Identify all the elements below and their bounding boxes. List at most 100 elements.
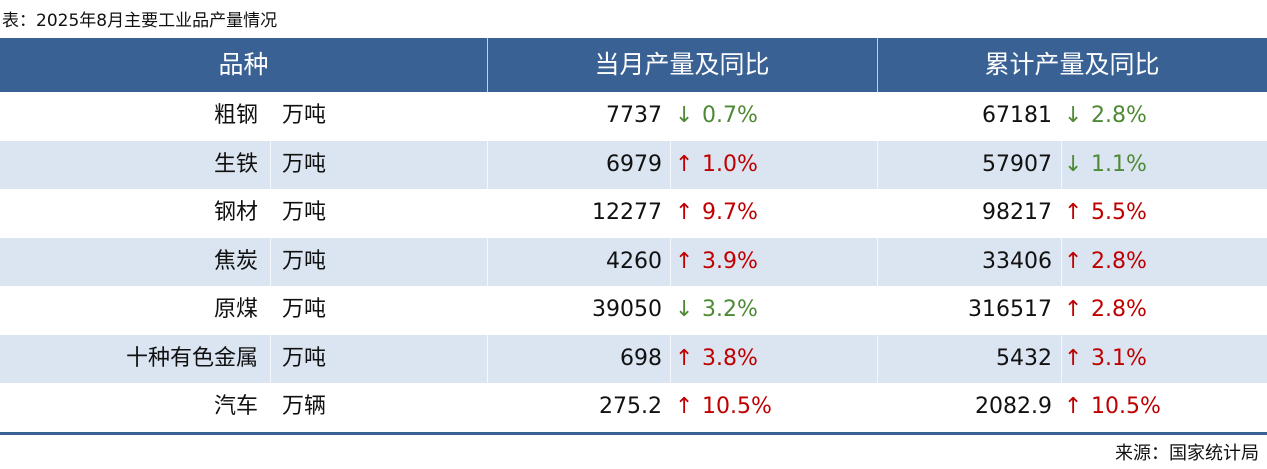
change: 10.5% xyxy=(702,394,772,419)
table-row: 粗钢 万吨 7737 ↓ 0.7% 67181 ↓ 2.8% xyxy=(0,92,1267,141)
unit: 万吨 xyxy=(282,151,327,177)
divider xyxy=(877,334,878,383)
divider xyxy=(877,140,878,189)
value: 275.2 xyxy=(599,394,662,419)
trend-arrow: ↑ xyxy=(1064,297,1083,322)
divider xyxy=(270,334,271,383)
unit: 万吨 xyxy=(282,248,327,274)
product-name: 十种有色金属 xyxy=(125,345,258,371)
divider xyxy=(877,38,878,92)
unit: 万吨 xyxy=(282,103,327,128)
divider xyxy=(1061,237,1062,286)
divider xyxy=(487,334,488,383)
trend-arrow: ↑ xyxy=(1064,345,1083,371)
divider xyxy=(487,286,488,335)
change: 3.9% xyxy=(702,248,758,274)
value: 5432 xyxy=(996,345,1052,371)
value: 6979 xyxy=(606,151,662,177)
divider xyxy=(877,286,878,335)
divider xyxy=(487,237,488,286)
divider xyxy=(270,140,271,189)
value: 2082.9 xyxy=(975,394,1052,419)
bottom-rule xyxy=(0,432,1267,435)
trend-arrow: ↑ xyxy=(1064,394,1083,419)
divider xyxy=(1061,383,1062,432)
change: 3.1% xyxy=(1091,345,1147,371)
change: 2.8% xyxy=(1091,248,1147,274)
divider xyxy=(877,237,878,286)
product-name: 粗钢 xyxy=(213,103,258,128)
source: 来源：国家统计局 xyxy=(1115,443,1259,464)
divider xyxy=(270,286,271,335)
divider xyxy=(877,383,878,432)
product-name: 原煤 xyxy=(213,297,258,322)
divider xyxy=(270,92,271,141)
divider xyxy=(1061,334,1062,383)
divider xyxy=(670,140,671,189)
trend-arrow: ↑ xyxy=(675,345,694,371)
change: 1.0% xyxy=(702,151,758,177)
value: 4260 xyxy=(606,248,662,274)
divider xyxy=(670,334,671,383)
header-cell: 累计产量及同比 xyxy=(984,50,1160,79)
change: 0.7% xyxy=(702,103,758,128)
value: 7737 xyxy=(606,103,662,128)
unit: 万辆 xyxy=(282,394,327,419)
change: 2.8% xyxy=(1091,103,1147,128)
trend-arrow: ↑ xyxy=(675,248,694,274)
divider xyxy=(1061,140,1062,189)
divider xyxy=(270,189,271,238)
divider xyxy=(670,237,671,286)
divider xyxy=(670,189,671,238)
value: 12277 xyxy=(592,200,662,225)
value: 57907 xyxy=(982,151,1052,177)
unit: 万吨 xyxy=(282,200,327,225)
trend-arrow: ↑ xyxy=(675,151,694,177)
change: 3.2% xyxy=(702,297,758,322)
divider xyxy=(1061,189,1062,238)
table-row: 汽车 万辆 275.2 ↑ 10.5% 2082.9 ↑ 10.5% xyxy=(0,383,1267,432)
divider xyxy=(670,92,671,141)
value: 698 xyxy=(620,345,662,371)
change: 10.5% xyxy=(1091,394,1161,419)
product-name: 钢材 xyxy=(213,200,258,225)
unit: 万吨 xyxy=(282,345,327,371)
divider xyxy=(670,383,671,432)
value: 98217 xyxy=(982,200,1052,225)
divider xyxy=(1061,286,1062,335)
value: 67181 xyxy=(982,103,1052,128)
table-row: 焦炭 万吨 4260 ↑ 3.9% 33406 ↑ 2.8% xyxy=(0,237,1267,286)
divider xyxy=(487,38,488,92)
divider xyxy=(1061,92,1062,141)
value: 316517 xyxy=(968,297,1052,322)
trend-arrow: ↓ xyxy=(1064,151,1083,177)
trend-arrow: ↑ xyxy=(1064,200,1083,225)
header-cell: 当月产量及同比 xyxy=(594,50,770,79)
trend-arrow: ↑ xyxy=(675,200,694,225)
divider xyxy=(487,189,488,238)
table-header: 品种 当月产量及同比 累计产量及同比 xyxy=(0,38,1267,92)
table-row: 钢材 万吨 12277 ↑ 9.7% 98217 ↑ 5.5% xyxy=(0,189,1267,238)
trend-arrow: ↓ xyxy=(675,297,694,322)
change: 9.7% xyxy=(702,200,758,225)
divider xyxy=(270,383,271,432)
divider xyxy=(270,237,271,286)
table-row: 生铁 万吨 6979 ↑ 1.0% 57907 ↓ 1.1% xyxy=(0,140,1267,189)
divider xyxy=(487,383,488,432)
divider xyxy=(877,92,878,141)
change: 2.8% xyxy=(1091,297,1147,322)
product-name: 生铁 xyxy=(213,151,258,177)
trend-arrow: ↓ xyxy=(1064,103,1083,128)
divider xyxy=(877,189,878,238)
table-row: 原煤 万吨 39050 ↓ 3.2% 316517 ↑ 2.8% xyxy=(0,286,1267,335)
product-name: 汽车 xyxy=(213,394,258,419)
trend-arrow: ↓ xyxy=(675,103,694,128)
divider xyxy=(670,286,671,335)
caption: 表：2025年8月主要工业品产量情况 xyxy=(2,11,278,31)
table-row: 十种有色金属 万吨 698 ↑ 3.8% 5432 ↑ 3.1% xyxy=(0,334,1267,383)
value: 39050 xyxy=(592,297,662,322)
unit: 万吨 xyxy=(282,297,327,322)
trend-arrow: ↑ xyxy=(675,394,694,419)
divider xyxy=(487,140,488,189)
